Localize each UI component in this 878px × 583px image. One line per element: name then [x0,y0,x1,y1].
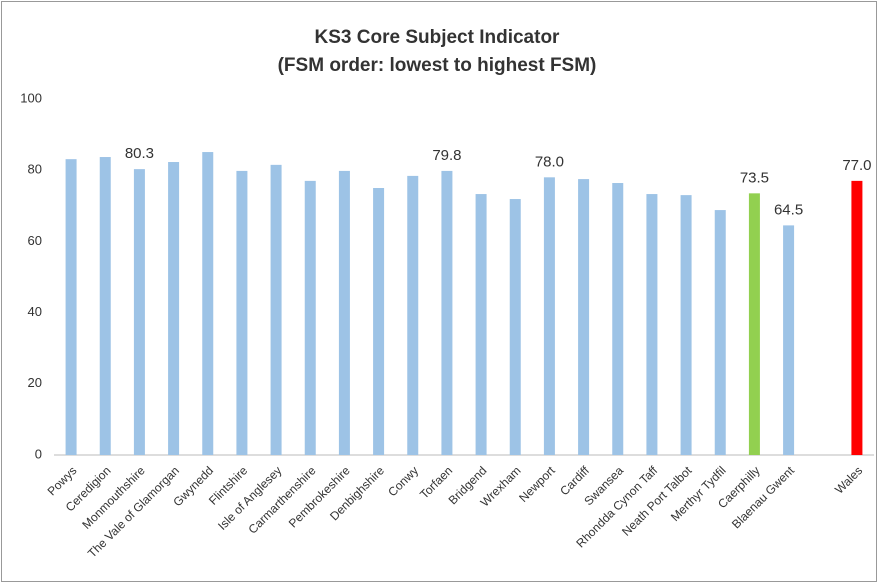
data-label: 78.0 [535,153,564,170]
bar [133,169,145,455]
bar [407,175,419,455]
y-tick-label: 80 [28,162,42,177]
bar [373,188,385,455]
bar [851,180,863,455]
y-tick-label: 60 [28,233,42,248]
bar [475,194,487,455]
bar [270,164,282,456]
bar [202,152,214,455]
data-label: 64.5 [774,201,803,218]
bar [612,183,624,456]
y-tick-label: 0 [35,446,42,461]
chart-title: KS3 Core Subject Indicator [315,27,561,48]
bar [646,194,658,455]
bar [236,170,248,456]
bar [338,170,350,456]
chart-subtitle: (FSM order: lowest to highest FSM) [278,55,597,76]
bar [168,162,180,455]
bar [714,210,726,455]
data-label: 77.0 [842,157,871,174]
data-label: 80.3 [125,145,154,162]
bar [783,225,795,455]
y-tick-label: 100 [20,90,42,105]
bar [748,193,760,455]
bar [578,179,590,455]
bar [543,177,555,455]
bar [99,157,111,455]
y-tick-label: 20 [28,375,42,390]
data-label: 73.5 [740,169,769,186]
data-label: 79.8 [432,147,461,164]
bar [680,195,692,455]
bar [304,180,316,455]
bar [509,199,521,455]
bar [441,170,453,456]
bar [65,159,77,455]
y-tick-label: 40 [28,304,42,319]
